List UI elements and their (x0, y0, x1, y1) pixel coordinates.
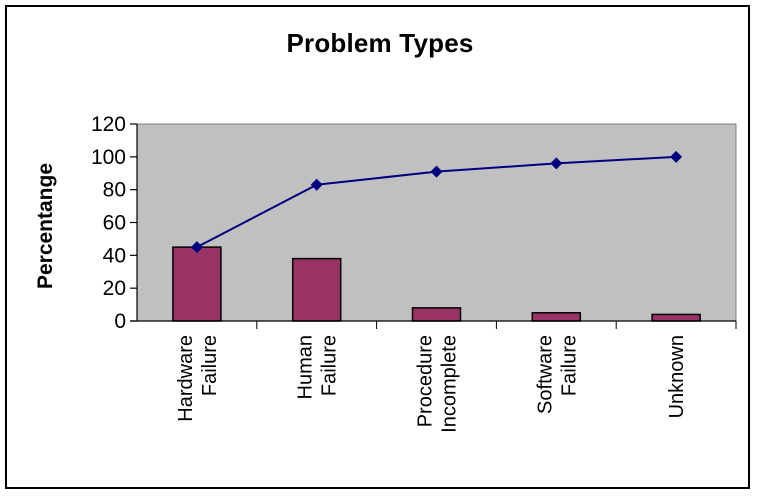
x-category-label: Incomplete (439, 335, 461, 433)
y-tick-label: 60 (103, 212, 126, 235)
bar (531, 312, 582, 322)
bar (291, 257, 342, 322)
cumulative-line-series (190, 150, 683, 254)
x-axis (130, 320, 737, 329)
x-category-label: Procedure (415, 335, 437, 427)
x-category-label: Failure (199, 335, 221, 396)
x-category-label: Human (295, 335, 317, 399)
bar (651, 313, 701, 322)
x-axis-labels: Hardware Failure Human Failure Procedure Inco… (175, 335, 688, 433)
x-category-label: Failure (319, 335, 341, 396)
chart-title: Problem Types (286, 28, 474, 58)
x-category-label: Failure (558, 335, 580, 396)
diamond-marker (310, 178, 323, 191)
y-tick-label: 20 (103, 277, 126, 300)
x-category-label: Unknown (666, 335, 688, 418)
y-tick-label: 0 (114, 310, 126, 333)
plot-area (136, 123, 737, 322)
y-tick-label: 80 (103, 179, 126, 202)
diamond-marker (430, 165, 443, 178)
y-tick-label: 120 (91, 113, 126, 136)
bar (172, 246, 222, 322)
y-tick-label: 40 (103, 244, 126, 267)
x-category-label: Software (534, 335, 556, 414)
bar (411, 307, 462, 322)
y-tick-label: 100 (91, 146, 126, 169)
diamond-marker (670, 150, 683, 163)
bar-series (172, 246, 701, 322)
diamond-marker (550, 157, 563, 170)
x-category-label: Hardware (175, 335, 197, 422)
y-axis: 0 20 40 60 80 100 120 (91, 113, 138, 333)
diamond-marker (190, 241, 203, 254)
